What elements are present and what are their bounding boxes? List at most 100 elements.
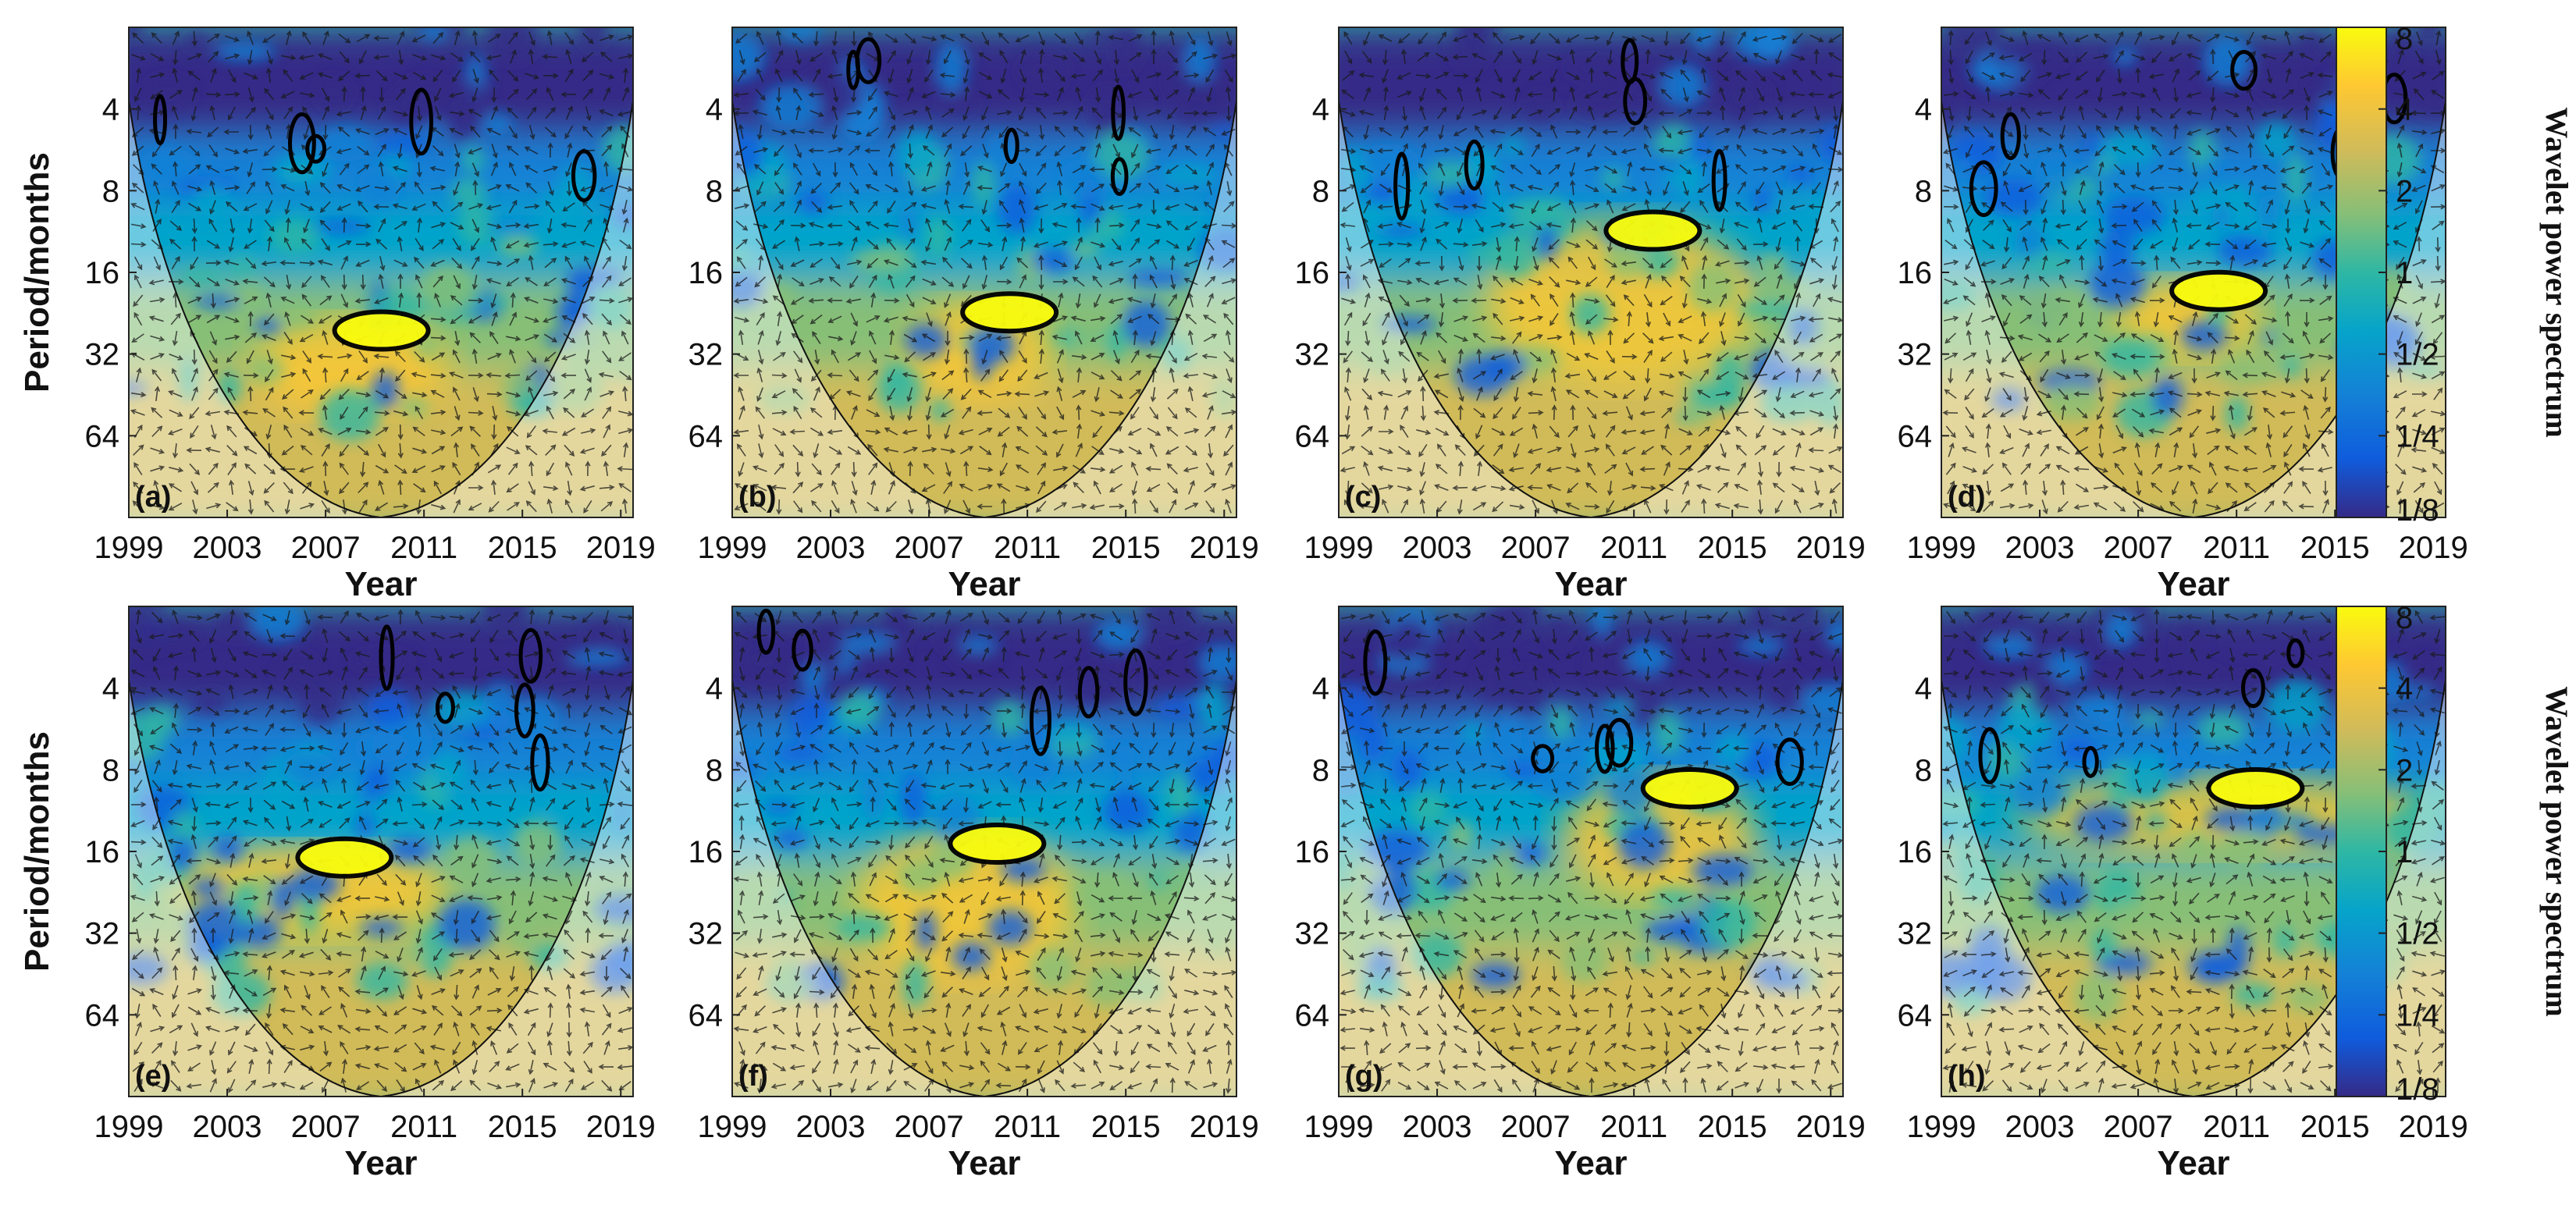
x-tick-label: 2003 xyxy=(193,531,262,565)
y-axis-label: Period/months xyxy=(18,731,56,972)
colorbar-tick-label: 8 xyxy=(2396,22,2413,56)
significant-region-contour xyxy=(332,309,431,352)
x-tick-label: 1999 xyxy=(1304,1110,1374,1144)
colorbar: 8 4 2 1 1/2 1/4 1/8 Wavelet power spectrum xyxy=(2336,22,2574,528)
colorbar-tick-label: 2 xyxy=(2396,753,2413,787)
x-tick-label: 2007 xyxy=(895,531,964,565)
x-tick-label: 2011 xyxy=(1600,1110,1667,1144)
y-tick-label: 16 xyxy=(85,256,120,290)
x-tick-label: 2007 xyxy=(291,1110,361,1144)
colorbar-title: Wavelet power spectrum xyxy=(2539,107,2574,438)
y-tick-label: 4 xyxy=(706,93,723,127)
significant-region-contour xyxy=(948,823,1047,865)
y-tick-label: 8 xyxy=(706,753,723,787)
x-tick-label: 2011 xyxy=(390,531,457,565)
y-axis-label: Period/months xyxy=(18,152,56,393)
colorbar-tick-label: 1 xyxy=(2396,835,2413,869)
significant-region-contour xyxy=(1640,767,1739,810)
y-tick-label: 4 xyxy=(1312,672,1329,706)
coi-shade-left xyxy=(1941,680,2194,1097)
significance-contours xyxy=(1969,49,2408,312)
significance-contours xyxy=(1393,37,1727,252)
x-tick-label: 2019 xyxy=(2399,1110,2468,1144)
y-tick-label: 8 xyxy=(102,753,119,787)
significance-contours xyxy=(1363,629,1804,810)
x-tick-label: 2015 xyxy=(1698,531,1767,565)
x-tick-label: 2015 xyxy=(488,531,557,565)
y-tick-label: 8 xyxy=(1312,753,1329,787)
x-axis-label: Year xyxy=(1555,1144,1628,1182)
x-tick-label: 2019 xyxy=(1796,1110,1866,1144)
cone-of-influence xyxy=(1941,680,2446,1097)
y-tick-label: 8 xyxy=(1312,174,1329,208)
y-tick-label: 8 xyxy=(1915,753,1932,787)
x-tick-label: 2007 xyxy=(1501,1110,1571,1144)
x-tick-label: 2015 xyxy=(1698,1110,1767,1144)
significance-contours xyxy=(756,608,1148,865)
y-tick-label: 16 xyxy=(1295,835,1330,869)
x-axis-label: Year xyxy=(2158,565,2230,603)
coi-shade-left xyxy=(732,101,984,517)
phase-arrows xyxy=(1340,30,1843,515)
x-tick-label: 1999 xyxy=(1907,531,1976,565)
cone-of-influence xyxy=(1339,101,1843,517)
y-tick-label: 64 xyxy=(1295,998,1330,1033)
y-tick-label: 64 xyxy=(1295,419,1330,453)
colorbar-tick-label: 8 xyxy=(2396,601,2413,635)
coi-shade-left xyxy=(732,680,984,1097)
y-tick-label: 32 xyxy=(1898,338,1933,372)
significance-contours xyxy=(295,624,550,879)
panel-label: (f) xyxy=(738,1060,768,1093)
x-tick-label: 2019 xyxy=(1796,531,1866,565)
y-tick-label: 16 xyxy=(1898,256,1933,290)
panel-label: (e) xyxy=(135,1060,171,1093)
high-power-region xyxy=(1486,219,1757,385)
x-tick-label: 2003 xyxy=(2005,1110,2075,1144)
colorbar-gradient xyxy=(2336,606,2387,1097)
x-tick-label: 2015 xyxy=(488,1110,557,1144)
y-tick-label: 16 xyxy=(688,256,724,290)
cone-of-influence xyxy=(732,680,1236,1097)
coi-shade-right xyxy=(381,680,633,1097)
significance-contours xyxy=(1978,638,2370,810)
significant-region-contour xyxy=(1603,209,1703,252)
x-tick-label: 2007 xyxy=(2104,1110,2173,1144)
x-tick-label: 1999 xyxy=(1907,1110,1976,1144)
panel-c: 4 8 16 32 64 1999 2003 2007 2011 2015 2019 Year (c) xyxy=(1295,27,1866,603)
coi-shade-left xyxy=(1339,101,1591,517)
x-tick-label: 2003 xyxy=(796,1110,866,1144)
panel-label: (d) xyxy=(1948,481,1986,514)
y-tick-label: 8 xyxy=(1915,174,1932,208)
significance-contours xyxy=(846,37,1129,334)
significance-contours xyxy=(153,87,597,352)
panel-b: 4 8 16 32 64 1999 2003 2007 2011 2015 2019 Year (b) xyxy=(688,27,1259,603)
y-tick-label: 64 xyxy=(1898,998,1933,1033)
coi-shade-left xyxy=(129,101,381,517)
x-tick-label: 2007 xyxy=(291,531,361,565)
x-axis-label: Year xyxy=(948,565,1021,603)
y-tick-label: 4 xyxy=(706,672,723,706)
x-tick-label: 2019 xyxy=(1190,1110,1259,1144)
colorbar-gradient xyxy=(2336,27,2387,518)
significant-region-contour xyxy=(960,291,1059,334)
x-tick-label: 2019 xyxy=(586,1110,656,1144)
cone-of-influence xyxy=(1339,680,1843,1097)
x-tick-label: 2019 xyxy=(586,531,656,565)
cone-of-influence xyxy=(129,680,633,1097)
y-tick-label: 32 xyxy=(1295,917,1330,951)
colorbar-tick-label: 1/8 xyxy=(2396,493,2439,528)
y-tick-label: 4 xyxy=(1915,672,1932,706)
y-tick-label: 32 xyxy=(1898,917,1933,951)
x-tick-label: 1999 xyxy=(698,531,767,565)
y-tick-label: 16 xyxy=(1295,256,1330,290)
colorbar-tick-label: 2 xyxy=(2396,174,2413,208)
x-tick-label: 2011 xyxy=(1600,531,1667,565)
y-tick-label: 4 xyxy=(102,672,119,706)
panel-e: 4 8 16 32 64 1999 2003 2007 2011 2015 2019 Year (e) xyxy=(85,606,656,1182)
colorbar-tick-label: 4 xyxy=(2396,672,2413,706)
x-tick-label: 2015 xyxy=(1091,531,1161,565)
x-tick-label: 2019 xyxy=(1190,531,1259,565)
y-tick-label: 32 xyxy=(85,338,120,372)
